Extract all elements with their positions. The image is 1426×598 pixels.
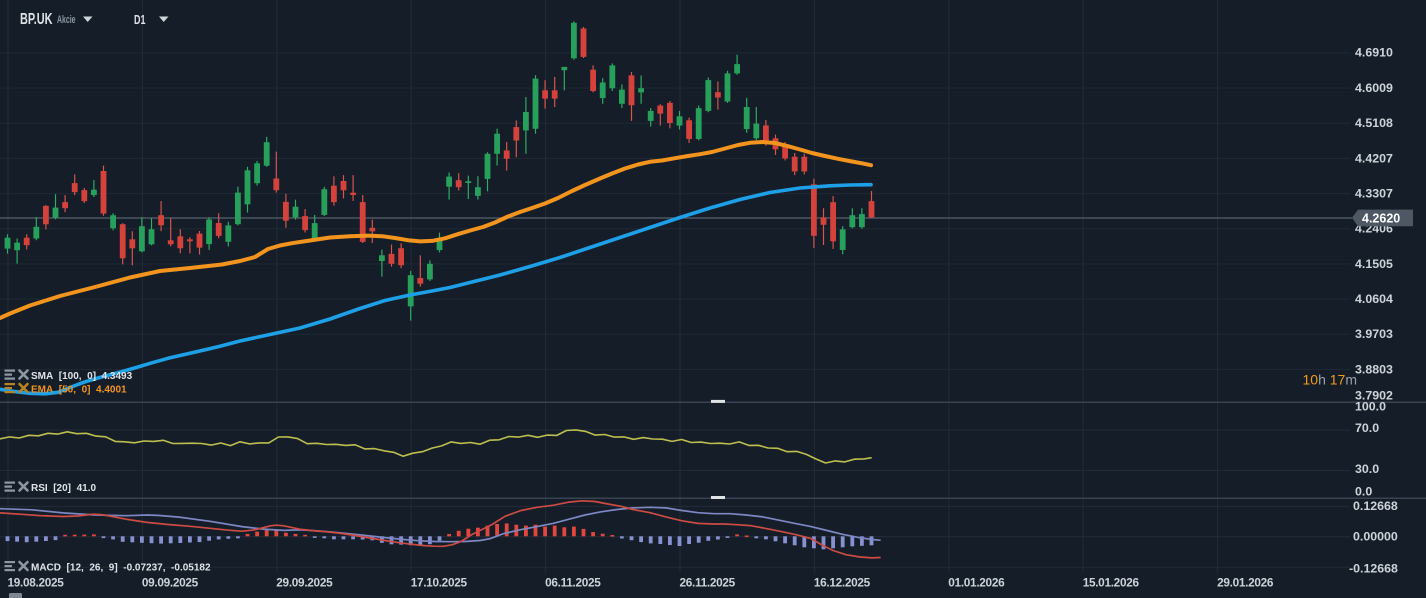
svg-text:4.1505: 4.1505 (1355, 257, 1393, 271)
svg-text:SMA [100, 0] 4.3493: SMA [100, 0] 4.3493 (31, 371, 133, 382)
svg-text:01.01.2026: 01.01.2026 (948, 575, 1005, 589)
svg-text:10h 17m: 10h 17m (1302, 372, 1357, 388)
svg-text:09.09.2025: 09.09.2025 (142, 575, 199, 589)
svg-text:-0.12668: -0.12668 (1349, 561, 1398, 575)
svg-text:Akcie: Akcie (57, 14, 76, 26)
svg-text:17.10.2025: 17.10.2025 (411, 575, 468, 589)
svg-text:4.4207: 4.4207 (1355, 151, 1393, 165)
svg-text:RSI [20] 41.0: RSI [20] 41.0 (31, 483, 96, 494)
svg-text:EMA [50, 0] 4.4001: EMA [50, 0] 4.4001 (31, 384, 127, 395)
svg-text:0.0: 0.0 (1355, 485, 1372, 499)
svg-text:29.01.2026: 29.01.2026 (1217, 575, 1274, 589)
svg-text:4.5108: 4.5108 (1355, 116, 1393, 130)
svg-text:0.12668: 0.12668 (1353, 499, 1398, 513)
svg-text:30.0: 30.0 (1355, 462, 1379, 476)
svg-text:4.6009: 4.6009 (1355, 81, 1393, 95)
svg-text:0.00000: 0.00000 (1353, 530, 1398, 544)
svg-text:4.6910: 4.6910 (1355, 46, 1393, 60)
svg-text:19.08.2025: 19.08.2025 (8, 575, 65, 589)
svg-text:4.0604: 4.0604 (1355, 292, 1393, 306)
svg-text:BP.UK: BP.UK (20, 11, 53, 28)
svg-text:3.9703: 3.9703 (1355, 327, 1393, 341)
svg-text:MACD [12, 26, 9] -0.07237,: MACD [12, 26, 9] -0.07237, -0.05182 (31, 562, 211, 573)
svg-text:70.0: 70.0 (1355, 421, 1379, 435)
svg-text:100.0: 100.0 (1355, 400, 1386, 414)
svg-text:06.11.2025: 06.11.2025 (545, 575, 601, 589)
svg-text:3.7902: 3.7902 (1355, 389, 1393, 403)
svg-text:4.2620: 4.2620 (1362, 211, 1400, 225)
svg-text:15.01.2026: 15.01.2026 (1083, 575, 1140, 589)
svg-text:29.09.2025: 29.09.2025 (276, 575, 333, 589)
svg-text:26.11.2025: 26.11.2025 (680, 575, 736, 589)
svg-text:D1: D1 (134, 12, 146, 27)
svg-text:16.12.2025: 16.12.2025 (814, 575, 871, 589)
svg-text:3.8803: 3.8803 (1355, 362, 1393, 376)
svg-text:4.3307: 4.3307 (1355, 186, 1393, 200)
